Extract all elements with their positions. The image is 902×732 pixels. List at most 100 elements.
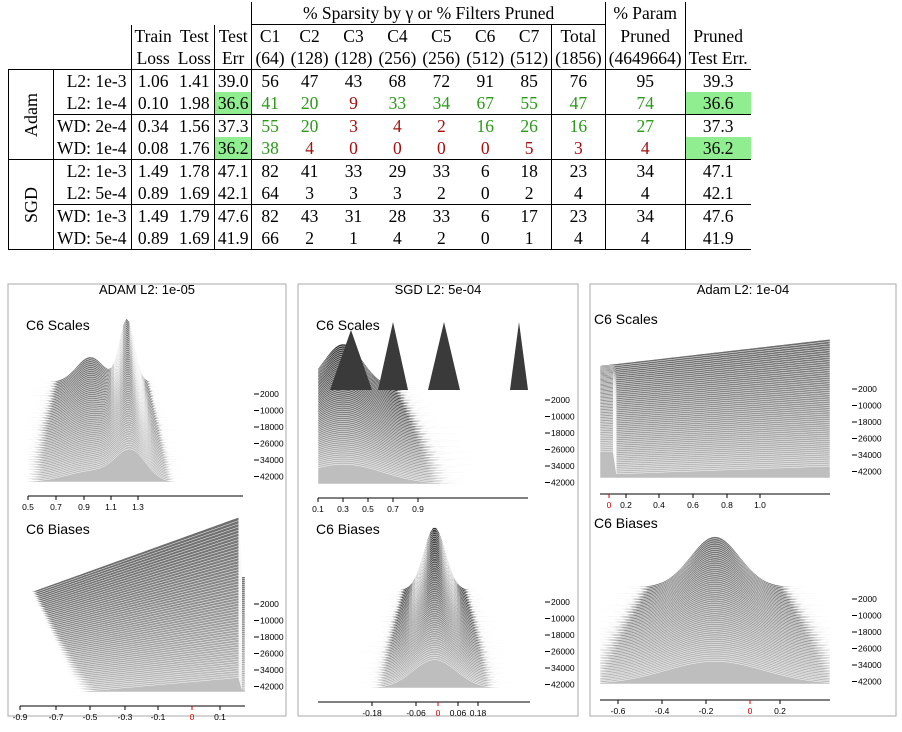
x-tick-label: -0.2 [699,706,714,716]
test-err-cell: 42.1 [213,182,252,205]
sparsity-cell: 33 [419,204,464,227]
row-label: WD: 2e-4 [53,114,131,137]
row-label: L2: 5e-4 [53,182,131,205]
test-err-cell: 39.0 [213,69,252,92]
sparsity-cell: 82 [251,159,288,182]
x-tick-label: 0.3 [337,504,349,514]
sparsity-cell: 2 [419,114,464,137]
x-tick-label: 0.6 [687,500,699,510]
y-tick-label: 10000 [858,611,882,621]
ridgeline-plot: C6 Scales 0.1 0.3 0.5 0.7 0.9 2000 10000 18000 26… [312,317,575,514]
x-tick-label: 0.1 [214,712,226,722]
layer-filters: (64) [251,47,288,70]
ridgeline-plot: C6 Scales 0.5 0.7 0.9 1.1 1.3 2000 10000 18000 26… [22,317,284,512]
subplot-title: C6 Biases [594,515,658,531]
table-row: L2: 1e-4 0.10 1.98 36.6 41 20 9 33 34 67 55 47 74 36.… [9,92,751,115]
y-tick-label: 2000 [260,599,279,609]
x-tick-label: -0.18 [362,708,382,718]
table-row: WD: 2e-4 0.34 1.56 37.3 55 20 3 4 2 16 26 16 27 37.3 [9,114,751,137]
test-loss-cell: 1.56 [174,114,215,137]
x-tick-label: 0.06 [450,708,467,718]
test-loss-cell: 1.76 [179,138,210,158]
y-tick-label: 34000 [551,663,575,673]
sparsity-cell: 34 [432,93,451,113]
sparsity-cell: 29 [375,159,420,182]
sparsity-cell: 55 [251,114,288,137]
ridgeline-svg: ADAM L2: 1e-05 SGD L2: 5e-04 Adam L2: 1e-0… [7,282,897,722]
row-label: L2: 1e-3 [53,159,131,182]
x-tick-label: 0 [436,708,441,718]
y-tick-label: 2000 [551,395,570,405]
sparsity-cell: 47 [287,69,332,92]
pruned-err-cell: 36.6 [684,92,751,115]
sparsity-cell: 68 [375,69,420,92]
sparsity-cell: 26 [507,114,552,137]
sparsity-cell: 66 [251,227,288,250]
test-loss-cell: 1.69 [179,183,210,203]
distribution-peak [330,330,372,390]
distribution-peak [378,322,408,390]
y-tick-label: 10000 [858,401,882,411]
pruned-err-cell: 41.9 [684,227,751,250]
test-err-header: Test [213,24,252,47]
pruned-err-cell: 42.1 [684,182,751,205]
x-tick-label: 0.2 [620,500,632,510]
test-loss-cell: 1.41 [174,69,215,92]
layer-filters: (1856) [551,47,606,70]
x-tick-label: 1.3 [132,502,144,512]
sparsity-cell: 6 [463,204,508,227]
layer-name: C2 [299,26,320,46]
test-loss-cell: 1.69 [174,227,215,250]
sparsity-cell: 72 [419,69,464,92]
sparsity-cell: 91 [463,69,508,92]
ridgeline-figure: ADAM L2: 1e-05 SGD L2: 5e-04 Adam L2: 1e-0… [0,272,902,732]
panel-title: ADAM L2: 1e-05 [99,282,195,297]
layer-filters: (512) [466,48,505,68]
y-tick-label: 2000 [260,389,279,399]
layer-name: Total [551,24,606,47]
pruned-err-cell: 36.2 [684,137,751,160]
table-body: Adam L2: 1e-3 1.06 1.41 39.0 56 47 43 68 72 91 85 76… [8,69,751,250]
y-tick-label: 26000 [858,644,882,654]
sparsity-cell: 9 [349,93,358,113]
x-tick-label: -0.9 [13,712,28,722]
ridge-line [27,448,243,483]
y-tick-label: 42000 [260,682,284,692]
layer-filters: (256) [422,48,461,68]
param-pruned-cell: 27 [604,114,686,137]
panel-frame [297,283,579,717]
layer-filters: (256) [378,48,417,68]
test-loss-cell: 1.78 [174,159,215,182]
param-pruned-cell: 34 [604,204,686,227]
distribution-peak [510,322,528,390]
x-tick-label: 0.7 [387,504,399,514]
table-row: WD: 1e-3 1.49 1.79 47.6 82 43 31 28 33 6 17 23 34 47.… [9,204,751,227]
sparsity-cell: 55 [520,93,538,113]
test-err-header-2: Err [213,47,252,70]
sparsity-cell: 4 [305,138,314,158]
x-tick-label: -0.7 [49,712,64,722]
sparsity-cell: 33 [419,159,464,182]
panel-title: Adam L2: 1e-04 [697,282,790,297]
param-pruned-cell: 4 [604,137,686,160]
y-tick-label: 42000 [551,680,575,690]
sparsity-cell: 41 [251,92,288,115]
x-tick-label: 0.5 [362,504,374,514]
train-loss-cell: 0.34 [130,114,175,137]
header-row-3: Loss Loss Err (64) (128) (128) (256) (25… [9,47,751,70]
sparsity-cell: 0 [349,138,358,158]
x-tick-label: 0 [607,500,612,510]
ridge-line [318,659,530,689]
subplot-title: C6 Scales [316,317,380,333]
sparsity-cell: 16 [551,114,606,137]
subplot-title: C6 Scales [26,317,90,333]
y-tick-label: 18000 [858,627,882,637]
train-loss-cell: 0.89 [130,227,175,250]
x-tick-label: -0.6 [611,706,626,716]
x-tick-label: -0.06 [406,708,426,718]
train-loss-cell: 0.89 [130,182,175,205]
y-tick-label: 26000 [260,649,284,659]
sparsity-cell: 43 [331,69,376,92]
row-label: L2: 1e-4 [53,92,131,115]
table-row: WD: 5e-4 0.89 1.69 41.9 66 2 1 4 2 0 1 4 4 41.9 [9,227,751,250]
